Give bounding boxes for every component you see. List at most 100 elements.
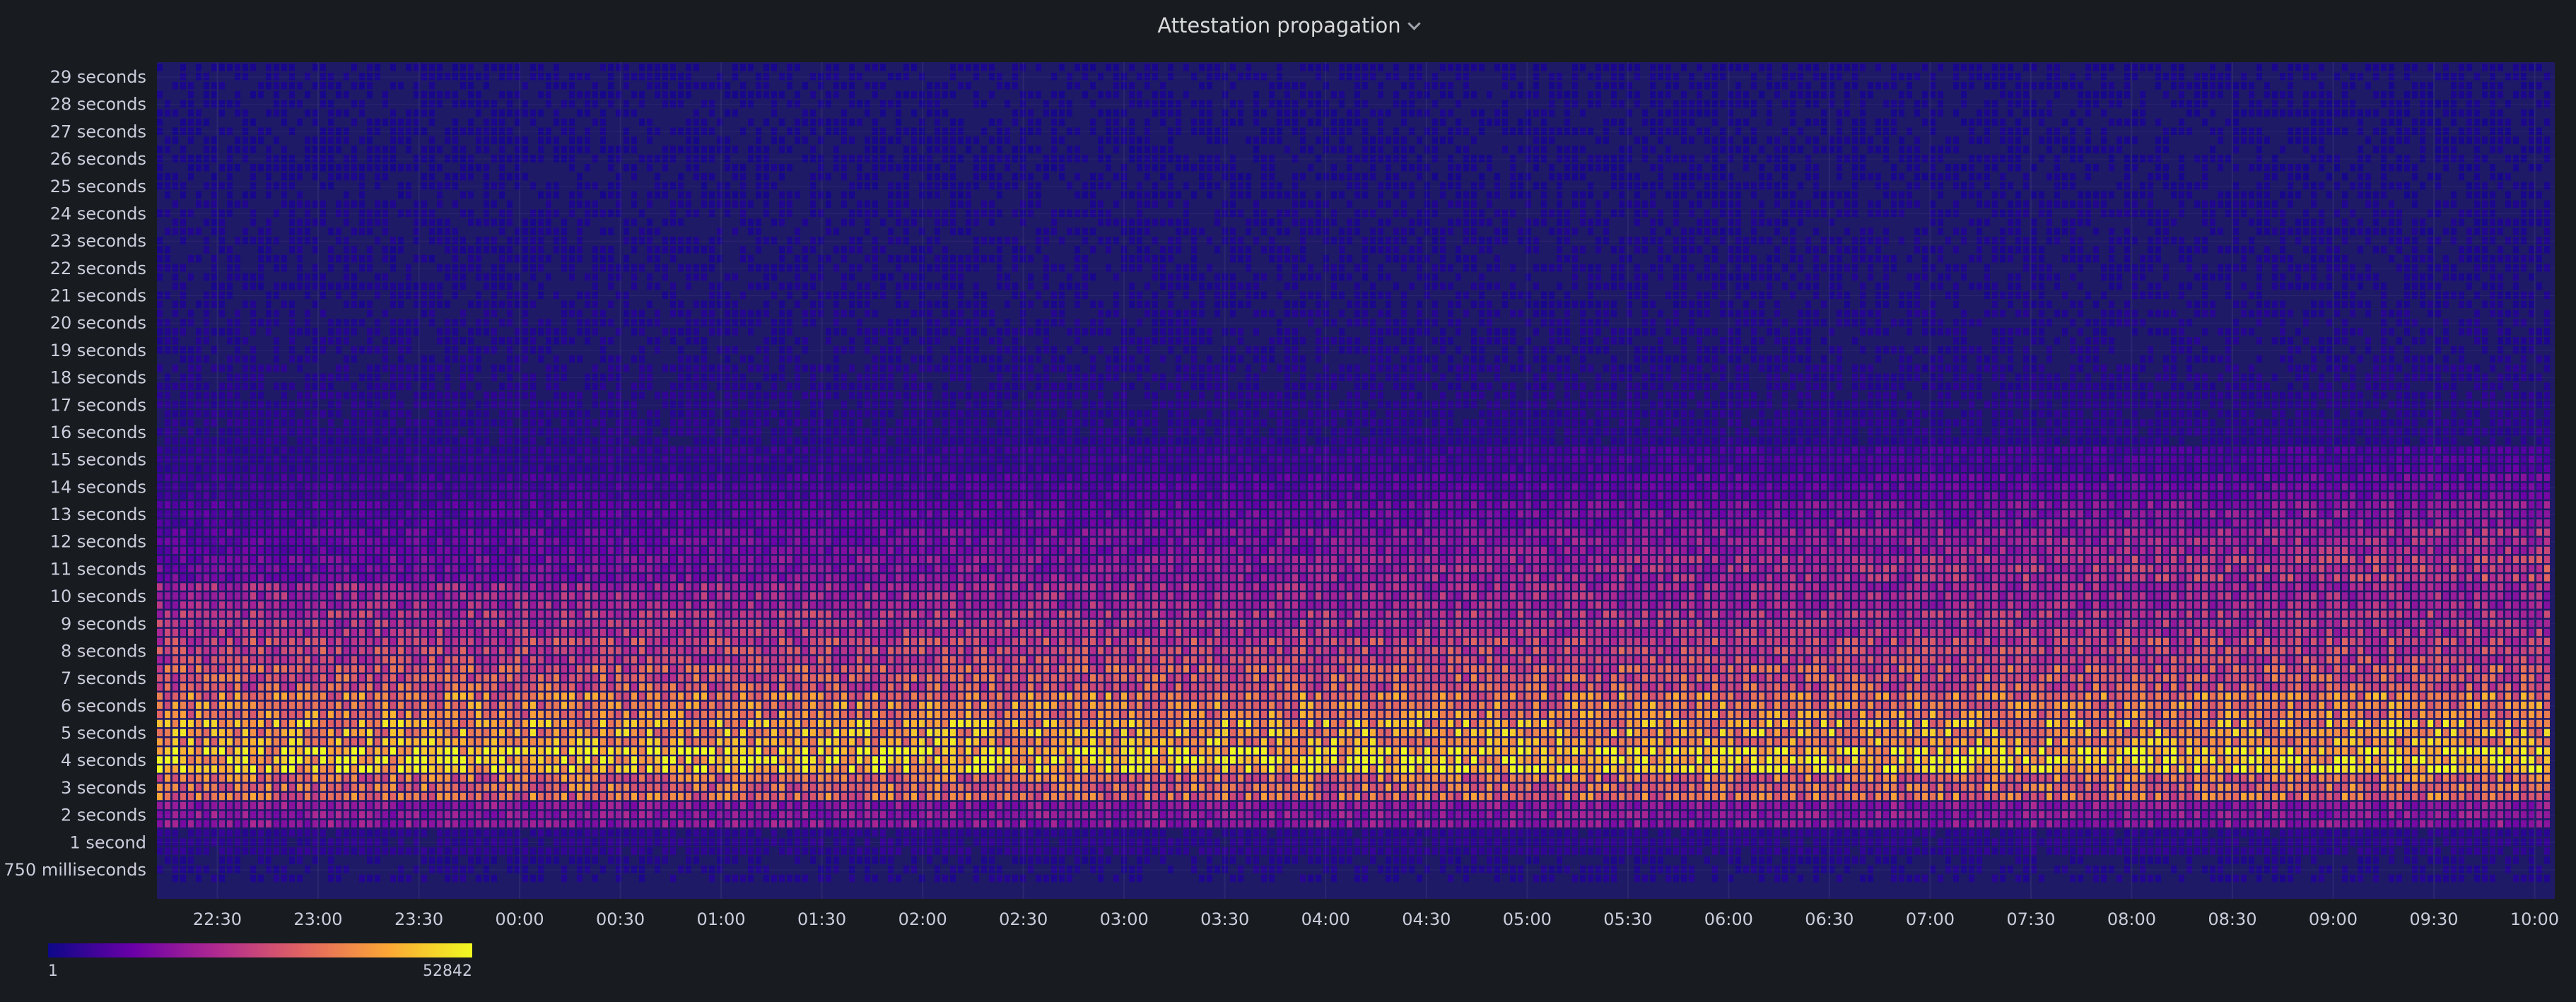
heatmap-cell: [1144, 719, 1150, 728]
heatmap-cell: [732, 874, 738, 883]
heatmap-cell: [1113, 847, 1119, 855]
heatmap-cell: [942, 820, 948, 827]
heatmap-cell: [2443, 792, 2449, 801]
heatmap-cell: [1284, 774, 1290, 782]
heatmap-cell: [997, 829, 1002, 837]
heatmap-cell: [2186, 820, 2192, 827]
heatmap-cell: [1168, 774, 1173, 782]
heatmap-cell: [1059, 784, 1065, 791]
heatmap-cell: [2428, 847, 2433, 855]
heatmap-cell: [1316, 729, 1321, 736]
heatmap-cell: [2264, 719, 2270, 728]
heatmap-cell: [2233, 829, 2239, 837]
heatmap-cell: [1588, 747, 1593, 755]
heatmap-cell: [608, 765, 614, 773]
heatmap-cell: [188, 801, 194, 810]
heatmap-cell: [242, 792, 248, 801]
heatmap-cell: [678, 820, 684, 827]
heatmap-cell: [1665, 719, 1671, 728]
heatmap-cell: [491, 829, 497, 837]
panel-title-menu[interactable]: Attestation propagation: [1157, 13, 1421, 37]
heatmap-cell: [717, 856, 722, 864]
heatmap-cell: [1564, 765, 1570, 773]
heatmap-cell: [1938, 874, 1943, 883]
heatmap-cell: [592, 765, 598, 773]
heatmap-cell: [1821, 765, 1827, 773]
heatmap-cell: [997, 820, 1002, 827]
heatmap-cell: [2140, 866, 2145, 873]
heatmap-cell: [2202, 729, 2208, 736]
heatmap-cell: [561, 765, 567, 773]
heatmap-cell: [1005, 829, 1010, 837]
heatmap-cell: [1813, 747, 1819, 755]
heatmap-cell: [157, 847, 163, 855]
heatmap-cell: [1020, 756, 1026, 764]
heatmap-cell: [1580, 729, 1586, 736]
heatmap-cell: [2342, 847, 2348, 855]
heatmap-cell: [515, 792, 520, 801]
heatmap-cell: [484, 829, 489, 837]
heatmap-cell: [2412, 729, 2418, 736]
heatmap-cell: [1502, 729, 1508, 736]
heatmap-cell: [2544, 811, 2550, 819]
heatmap-cell: [1650, 765, 1656, 773]
heatmap-cell: [1191, 811, 1197, 819]
heatmap-cell: [1557, 792, 1562, 801]
heatmap-cell: [927, 856, 932, 864]
heatmap-cell: [1424, 765, 1430, 773]
heatmap-cell: [2031, 747, 2037, 755]
heatmap-cell: [2132, 784, 2138, 791]
heatmap-cell: [849, 801, 855, 810]
heatmap-cell: [1339, 784, 1345, 791]
heatmap-cell: [1417, 847, 1422, 855]
heatmap-cell: [2451, 874, 2457, 883]
heatmap-cell: [1502, 820, 1508, 827]
heatmap-cell: [165, 719, 170, 728]
heatmap-cell: [1852, 792, 1858, 801]
heatmap-cell: [1051, 829, 1057, 837]
heatmap-cell: [1619, 738, 1624, 745]
heatmap-cell: [499, 738, 505, 745]
heatmap-cell: [460, 729, 466, 736]
heatmap-cell: [896, 784, 901, 791]
heatmap-cell: [2443, 765, 2449, 773]
heatmap-cell: [2140, 829, 2145, 837]
heatmap-cell: [2451, 784, 2457, 791]
heatmap-cell: [359, 801, 365, 810]
heatmap-cell: [1549, 747, 1555, 755]
heatmap-cell: [2319, 847, 2324, 855]
heatmap-cell: [2490, 829, 2495, 837]
heatmap-cell: [2031, 756, 2037, 764]
heatmap-cell: [616, 856, 621, 864]
heatmap-cell: [1362, 801, 1368, 810]
heatmap-cell: [452, 838, 458, 846]
heatmap-cell: [2186, 765, 2192, 773]
heatmap-cell: [2396, 729, 2402, 736]
heatmap-cell: [1759, 729, 1764, 736]
heatmap-cell: [2186, 792, 2192, 801]
heatmap-cell: [2428, 801, 2433, 810]
heatmap-cell: [2093, 847, 2099, 855]
heatmap-cell: [911, 756, 917, 764]
heatmap-cell: [1961, 792, 1967, 801]
heatmap-cell: [678, 747, 684, 755]
heatmap-cell: [530, 738, 536, 745]
heatmap-cell: [1067, 756, 1072, 764]
heatmap-cell: [2163, 856, 2169, 864]
heatmap-cell: [2241, 784, 2247, 791]
heatmap-cell: [2179, 792, 2184, 801]
heatmap-cell: [227, 811, 233, 819]
heatmap-cell: [2225, 829, 2231, 837]
heatmap-cell: [2513, 838, 2519, 846]
heatmap-cell: [1051, 866, 1057, 873]
heatmap-cell: [1494, 792, 1500, 801]
heatmap-cell: [1790, 792, 1796, 801]
heatmap-cell: [1899, 866, 1904, 873]
heatmap-cell: [375, 874, 380, 883]
heatmap-cell: [616, 829, 621, 837]
heatmap-cell: [1323, 866, 1329, 873]
heatmap-cell: [1790, 774, 1796, 782]
heatmap-cell: [2256, 829, 2262, 837]
heatmap-cell: [406, 765, 411, 773]
